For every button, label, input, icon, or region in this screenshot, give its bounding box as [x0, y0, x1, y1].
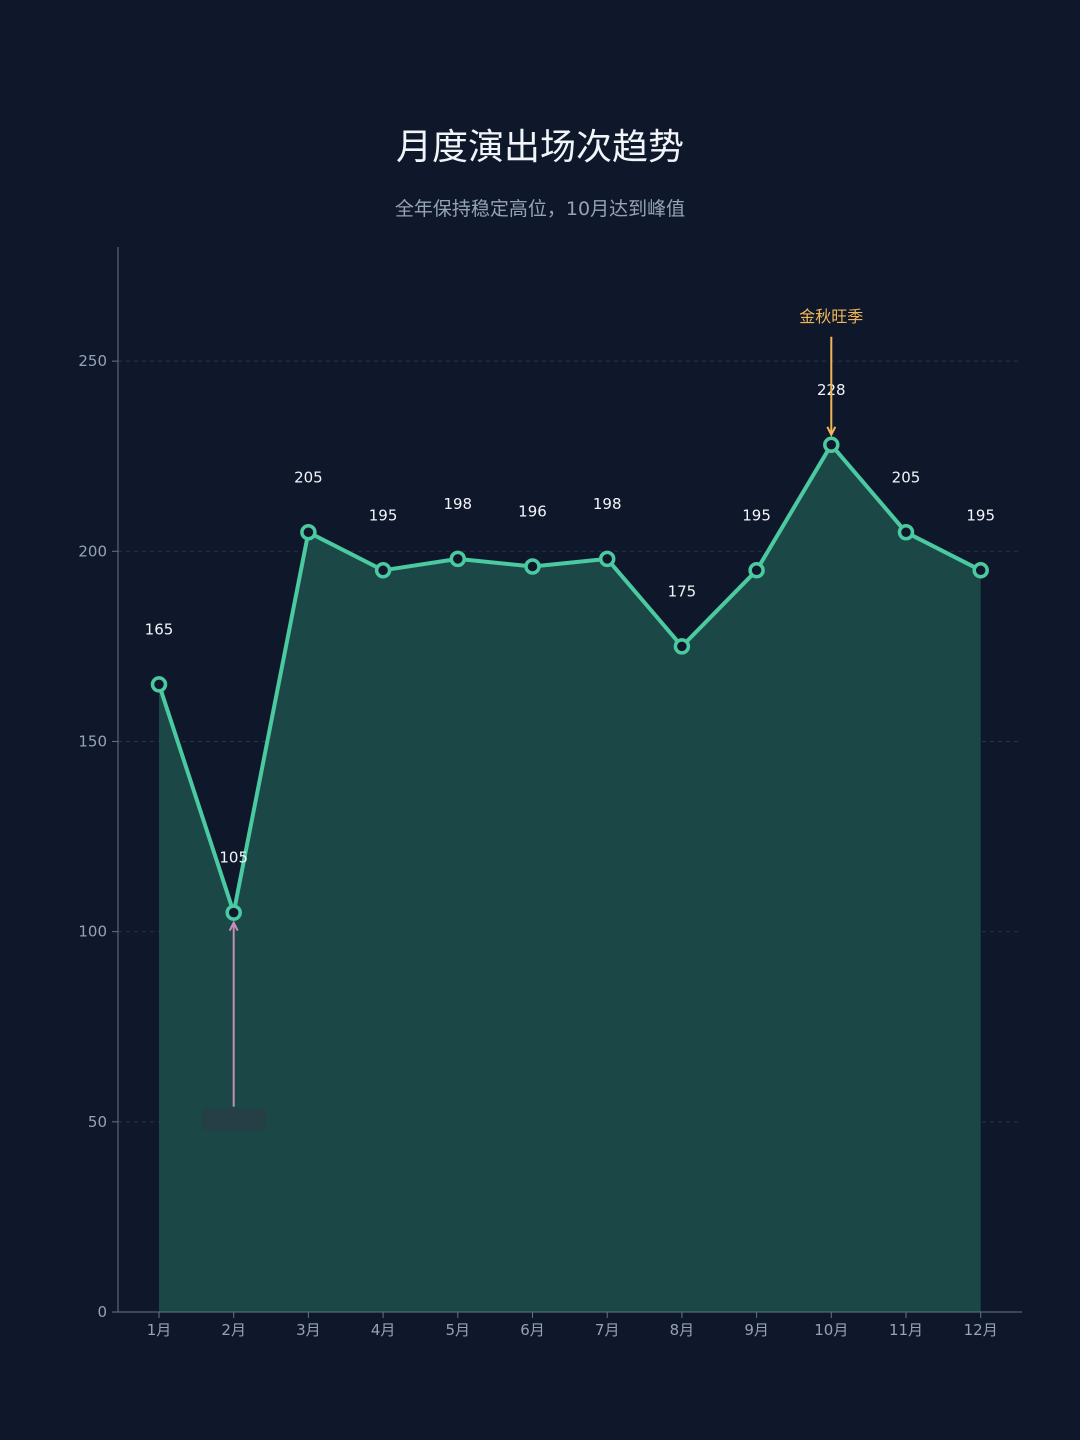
data-label: 196 — [518, 503, 547, 521]
data-point — [823, 436, 840, 454]
data-point — [150, 676, 168, 693]
x-tick-label: 7月 — [595, 1321, 620, 1339]
annotation-layer: 金秋旺季 — [201, 307, 863, 1131]
y-tick-label: 150 — [78, 732, 107, 750]
data-point — [972, 562, 989, 579]
x-tick-label: 4月 — [371, 1321, 396, 1339]
data-point — [748, 562, 765, 579]
area-fill — [159, 444, 981, 1312]
data-point — [225, 904, 242, 921]
annotation-text-box — [201, 1108, 266, 1131]
x-tick-label: 12月 — [964, 1321, 998, 1339]
x-tick-label: 9月 — [744, 1321, 769, 1339]
data-label: 195 — [369, 506, 398, 524]
x-tick-label: 11月 — [889, 1321, 923, 1339]
x-tick-label: 8月 — [670, 1321, 695, 1339]
data-label: 198 — [593, 495, 622, 513]
data-label: 165 — [145, 620, 174, 638]
points-layer — [150, 436, 989, 921]
data-point — [374, 562, 392, 579]
data-point — [598, 550, 616, 568]
data-point — [449, 550, 467, 568]
y-tick-label: 250 — [78, 352, 107, 370]
y-tick-label: 200 — [78, 542, 107, 560]
chart-title: 月度演出场次趋势 — [395, 127, 684, 168]
x-tick-label: 5月 — [446, 1321, 471, 1339]
annotation-arrowhead — [228, 920, 239, 932]
y-tick-label: 0 — [97, 1303, 107, 1321]
y-tick-label: 100 — [78, 923, 107, 941]
data-label: 205 — [294, 468, 323, 486]
data-point — [897, 524, 915, 541]
series-line — [157, 442, 982, 915]
data-label: 195 — [742, 506, 771, 524]
x-tick-label: 6月 — [520, 1321, 545, 1339]
x-tick-label: 2月 — [221, 1321, 246, 1339]
x-tick-label: 10月 — [814, 1321, 848, 1339]
annotation-text: 金秋旺季 — [799, 307, 863, 326]
data-point — [673, 638, 691, 655]
data-label: 175 — [668, 582, 697, 600]
data-label: 105 — [219, 849, 248, 867]
data-label: 195 — [966, 506, 995, 524]
data-label: 205 — [892, 468, 921, 486]
x-tick-label: 3月 — [296, 1321, 321, 1339]
data-point — [300, 524, 317, 541]
y-tick-label: 50 — [88, 1113, 107, 1131]
data-label: 198 — [443, 495, 472, 513]
chart-subtitle: 全年保持稳定高位，10月达到峰值 — [394, 198, 686, 220]
axes-layer: 0 50 100 150 200 250 1月 2月 3月 4月 5月 6月 7月 8月 9月 10月 11月 1… — [78, 247, 1022, 1339]
annotation-arrowhead — [826, 426, 837, 438]
x-tick-label: 1月 — [147, 1321, 172, 1339]
data-point — [524, 558, 541, 575]
